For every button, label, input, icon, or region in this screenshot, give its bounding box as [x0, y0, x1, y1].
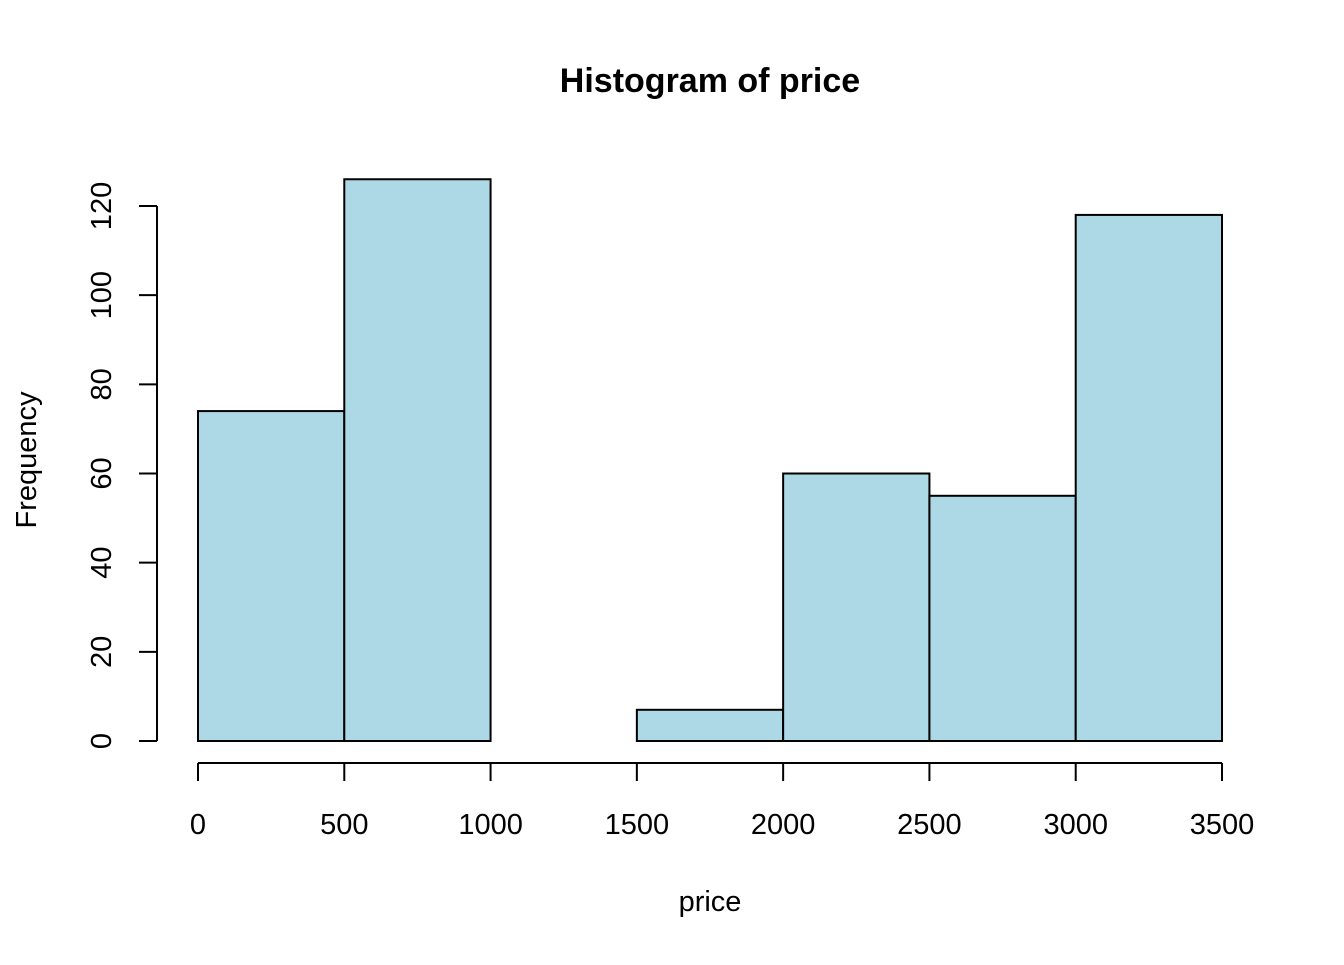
x-tick-label-0: 0: [190, 809, 206, 841]
chart-title: Histogram of price: [560, 62, 860, 100]
y-tick-label-0: 0: [86, 733, 118, 749]
y-tick-label-1: 20: [86, 636, 118, 668]
histogram-bar-3: [635, 708, 785, 743]
x-tick-label-7: 3500: [1190, 809, 1255, 841]
x-tick-label-2: 1000: [458, 809, 523, 841]
y-tick-label-6: 120: [86, 182, 118, 230]
histogram-bar-0: [197, 410, 346, 742]
y-tick-label-4: 80: [86, 368, 118, 400]
x-tick-label-6: 3000: [1043, 809, 1108, 841]
y-axis: 0 20 40 60 80 100 120: [86, 182, 158, 749]
x-axis-title: price: [679, 886, 742, 918]
histogram-bar-4: [782, 472, 931, 742]
histogram-bar-6: [1074, 213, 1223, 742]
histogram-bar-1: [343, 178, 492, 742]
x-tick-label-5: 2500: [897, 809, 962, 841]
x-axis: 0 500 1000 1500 2000 2500 3000 3500: [190, 762, 1255, 841]
x-tick-label-4: 2000: [751, 809, 816, 841]
y-tick-label-2: 40: [86, 547, 118, 579]
bars-layer: [197, 178, 1223, 743]
x-tick-label-1: 500: [320, 809, 368, 841]
x-tick-label-3: 1500: [605, 809, 670, 841]
y-tick-label-3: 60: [86, 457, 118, 489]
y-tick-label-5: 100: [86, 271, 118, 319]
histogram-bar-5: [928, 494, 1077, 742]
y-axis-title: Frequency: [11, 391, 43, 529]
